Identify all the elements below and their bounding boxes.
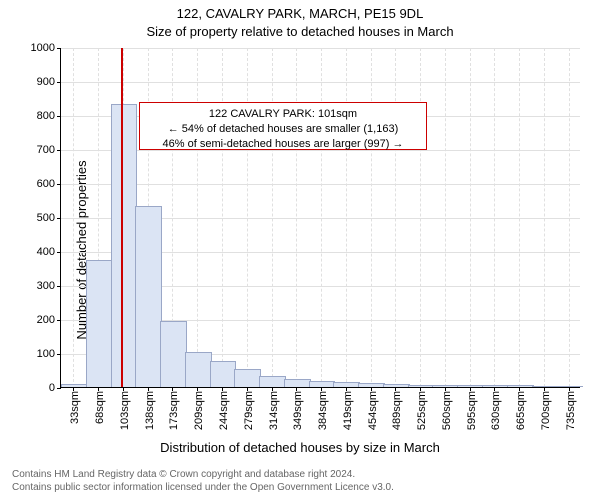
gridline-v (247, 48, 248, 387)
y-tick-mark (57, 388, 61, 389)
annotation-line-3: 46% of semi-detached houses are larger (… (148, 137, 418, 152)
x-tick-label: 103sqm (119, 391, 131, 430)
histogram-bar (86, 260, 113, 387)
x-tick-label: 419sqm (342, 391, 354, 430)
footer-attribution: Contains HM Land Registry data © Crown c… (12, 468, 394, 494)
y-tick-label: 300 (37, 280, 55, 292)
gridline-v (395, 48, 396, 387)
footer-line-1: Contains HM Land Registry data © Crown c… (12, 468, 394, 481)
chart-title-2: Size of property relative to detached ho… (0, 24, 600, 39)
x-tick-label: 279sqm (243, 391, 255, 430)
gridline-v (321, 48, 322, 387)
gridline-v (420, 48, 421, 387)
annotation-line-1: 122 CAVALRY PARK: 101sqm (148, 107, 418, 122)
x-tick-label: 595sqm (466, 391, 478, 430)
chart-title-1: 122, CAVALRY PARK, MARCH, PE15 9DL (0, 6, 600, 21)
y-tick-mark (57, 354, 61, 355)
histogram-bar (284, 379, 311, 387)
x-tick-label: 489sqm (391, 391, 403, 430)
gridline-v (346, 48, 347, 387)
y-tick-mark (57, 150, 61, 151)
x-tick-label: 665sqm (515, 391, 527, 430)
x-tick-label: 138sqm (144, 391, 156, 430)
y-tick-mark (57, 48, 61, 49)
histogram-bar (210, 361, 237, 388)
y-tick-mark (57, 82, 61, 83)
reference-line (121, 48, 123, 387)
gridline-v (569, 48, 570, 387)
x-tick-label: 33sqm (69, 391, 81, 424)
y-tick-label: 900 (37, 76, 55, 88)
x-tick-label: 525sqm (416, 391, 428, 430)
x-tick-label: 735sqm (565, 391, 577, 430)
y-tick-label: 100 (37, 348, 55, 360)
histogram-bar (61, 384, 88, 387)
y-tick-mark (57, 116, 61, 117)
y-tick-label: 200 (37, 314, 55, 326)
y-tick-mark (57, 320, 61, 321)
y-tick-label: 1000 (31, 42, 55, 54)
gridline-v (222, 48, 223, 387)
x-tick-label: 173sqm (168, 391, 180, 430)
gridline-v (544, 48, 545, 387)
y-tick-mark (57, 286, 61, 287)
y-tick-label: 500 (37, 212, 55, 224)
y-tick-label: 400 (37, 246, 55, 258)
x-tick-label: 700sqm (540, 391, 552, 430)
gridline-v (519, 48, 520, 387)
gridline-v (197, 48, 198, 387)
annotation-box: 122 CAVALRY PARK: 101sqm← 54% of detache… (139, 102, 427, 150)
y-tick-label: 0 (49, 382, 55, 394)
x-axis-label: Distribution of detached houses by size … (0, 440, 600, 455)
gridline-v (296, 48, 297, 387)
x-tick-label: 314sqm (268, 391, 280, 430)
y-tick-mark (57, 184, 61, 185)
y-tick-label: 700 (37, 144, 55, 156)
gridline-v (445, 48, 446, 387)
gridline-v (494, 48, 495, 387)
x-tick-label: 630sqm (490, 391, 502, 430)
footer-line-2: Contains public sector information licen… (12, 481, 394, 494)
histogram-bar (160, 321, 187, 387)
y-tick-mark (57, 218, 61, 219)
y-tick-label: 600 (37, 178, 55, 190)
x-tick-label: 384sqm (317, 391, 329, 430)
gridline-v (470, 48, 471, 387)
histogram-bar (111, 104, 138, 387)
x-tick-label: 349sqm (292, 391, 304, 430)
gridline-v (371, 48, 372, 387)
histogram-bar (135, 206, 162, 387)
x-tick-label: 68sqm (94, 391, 106, 424)
annotation-line-2: ← 54% of detached houses are smaller (1,… (148, 122, 418, 137)
x-tick-label: 209sqm (193, 391, 205, 430)
plot-area: 0100200300400500600700800900100033sqm68s… (60, 48, 580, 388)
gridline-v (272, 48, 273, 387)
histogram-bar (234, 369, 261, 387)
y-tick-label: 800 (37, 110, 55, 122)
x-tick-label: 454sqm (367, 391, 379, 430)
gridline-v (73, 48, 74, 387)
x-tick-label: 244sqm (218, 391, 230, 430)
x-tick-label: 560sqm (441, 391, 453, 430)
histogram-bar (185, 352, 212, 387)
y-tick-mark (57, 252, 61, 253)
histogram-bar (259, 376, 286, 387)
